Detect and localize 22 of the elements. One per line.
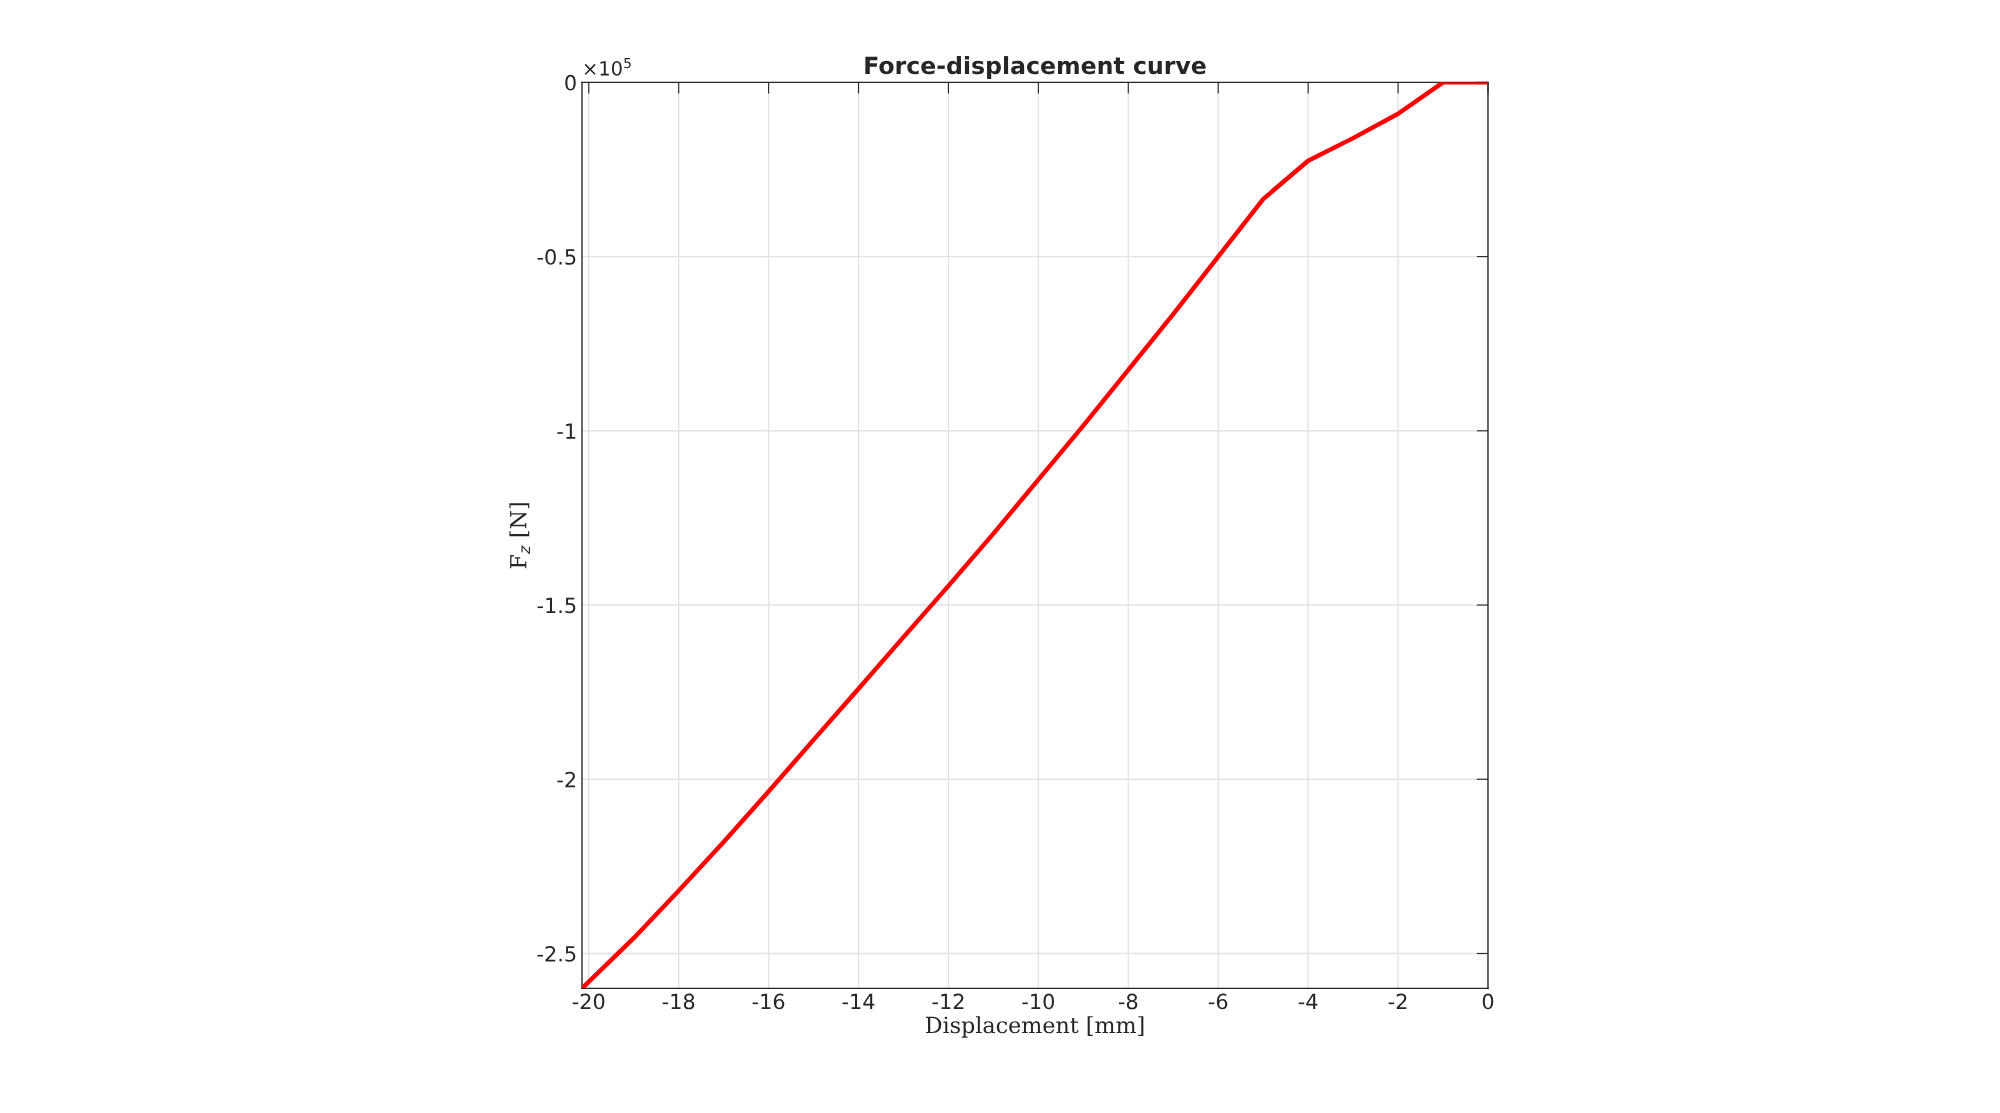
- y-tick-label: -1.5: [537, 597, 576, 614]
- text: ×10$^{5}$: [584, 58, 631, 76]
- x-axis-title: Displacement [mm]: [925, 1016, 1144, 1038]
- x-tick-label: -8: [1118, 993, 1138, 1010]
- x-tick-label: -10: [1022, 993, 1054, 1010]
- x-tick-label: -4: [1298, 993, 1318, 1010]
- x-tick-label: -12: [932, 993, 964, 1010]
- y-tick-label: -0.5: [537, 249, 576, 265]
- x-tick-label: 0: [1482, 993, 1494, 1010]
- y-axis-title: F$_{z}$ [N]: [509, 503, 530, 569]
- line-series: [582, 82, 1488, 989]
- x-tick-label: -20: [572, 993, 605, 1010]
- y-tick-label: -1: [557, 423, 576, 439]
- x-tick-label: -18: [662, 993, 695, 1010]
- chart-title: Force-displacement curve: [865, 56, 1206, 79]
- y-tick-label: -2: [557, 771, 576, 788]
- x-tick-label: -14: [842, 993, 875, 1010]
- y-tick-label: 0: [565, 74, 576, 91]
- x-tick-label: -2: [1388, 993, 1407, 1010]
- x-tick-label: -16: [752, 993, 785, 1010]
- y-tick-label: -2.5: [537, 945, 576, 962]
- x-tick-label: -6: [1208, 993, 1228, 1010]
